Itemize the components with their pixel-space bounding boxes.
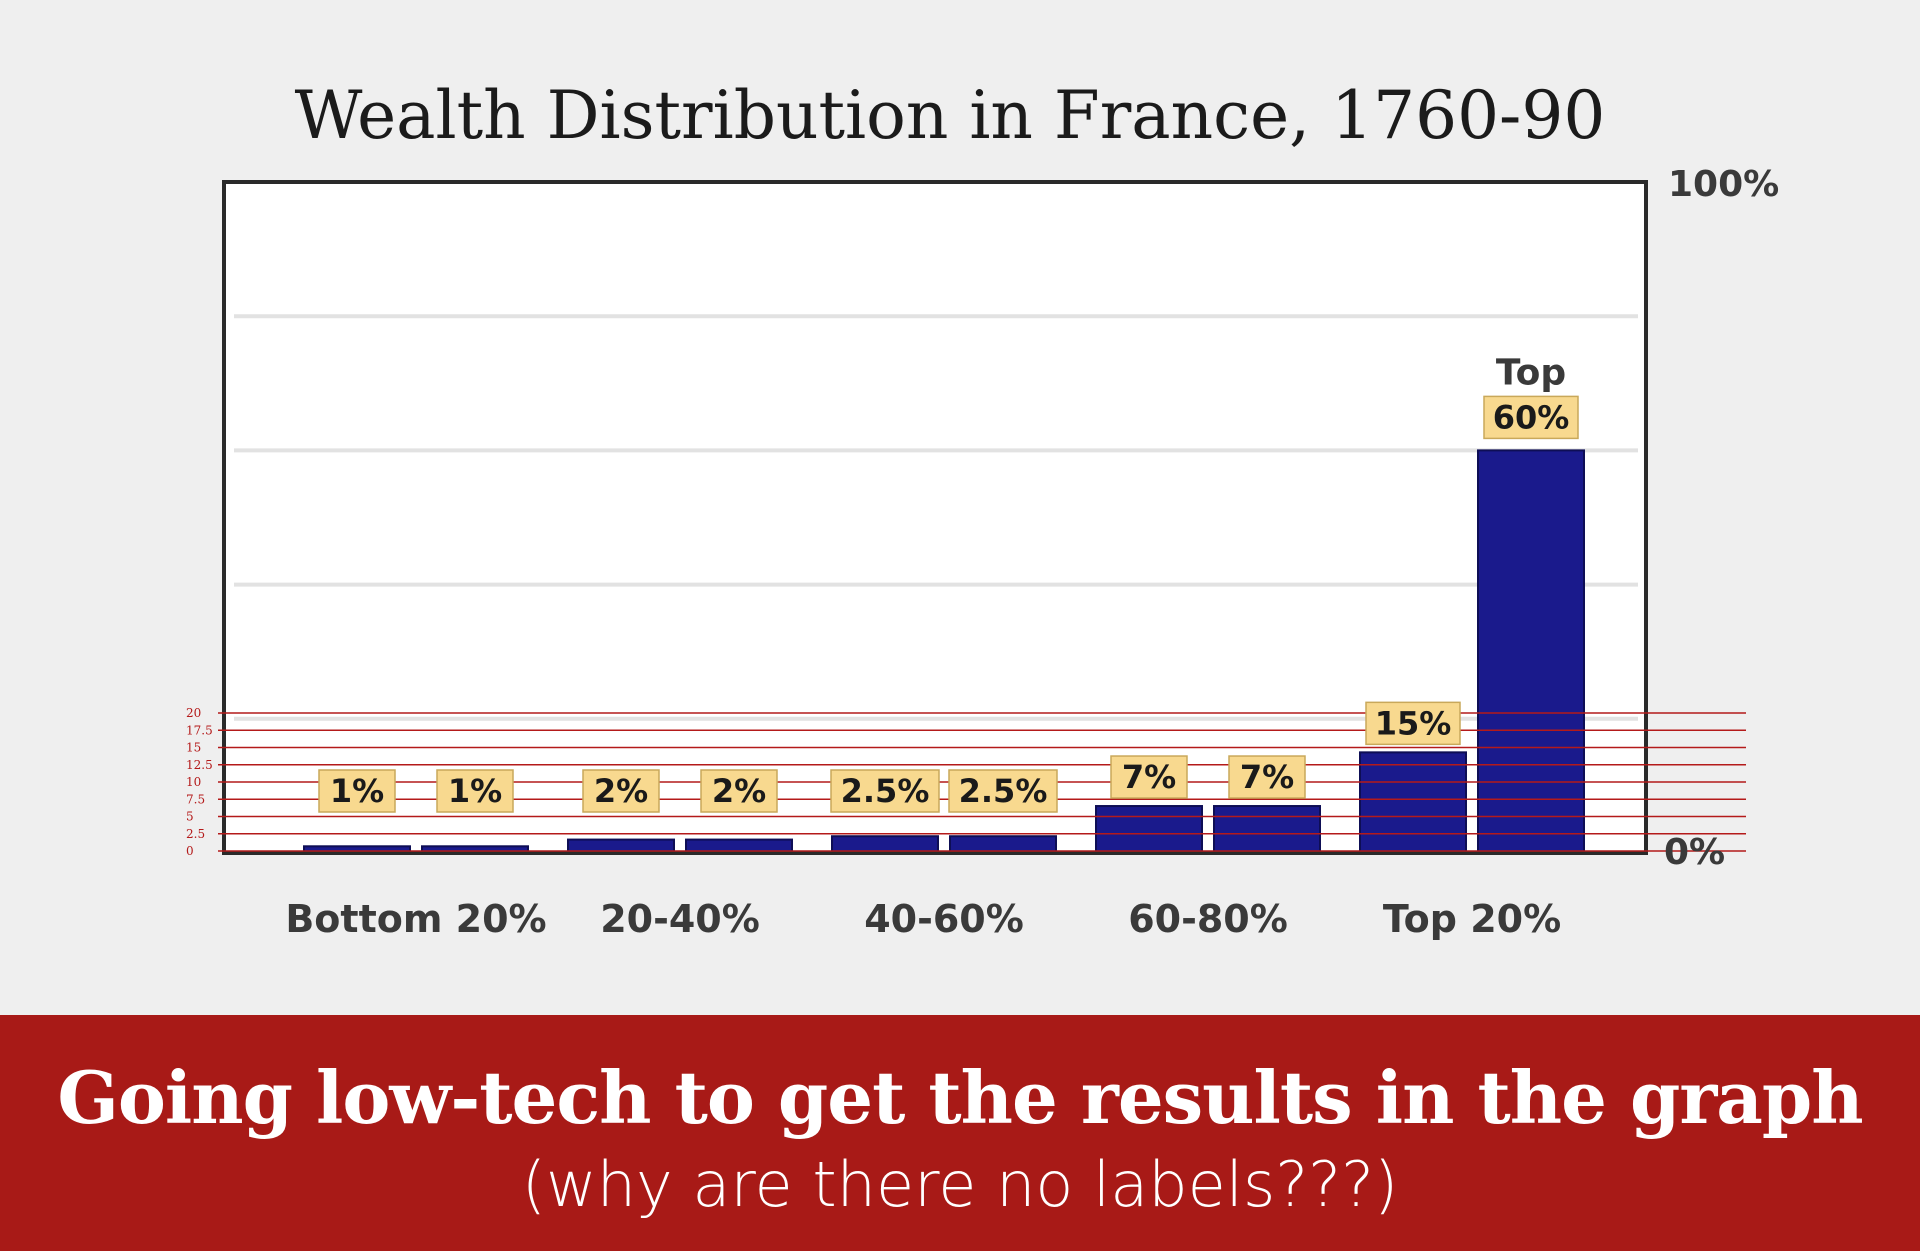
- value-note: Top: [1496, 352, 1566, 393]
- value-label: 7%: [1240, 758, 1294, 796]
- bar-chart: Wealth Distribution in France, 1760-90 2…: [186, 77, 1779, 941]
- category-labels: Bottom 20% 20-40% 40-60% 60-80% Top 20%: [285, 897, 1561, 941]
- category-label: 60-80%: [1128, 897, 1288, 941]
- reference-tick-label: 17.5: [186, 723, 213, 737]
- value-tag: 2.5%: [830, 769, 940, 813]
- reference-tick-label: 20: [186, 706, 201, 720]
- value-tag: 1%: [318, 769, 396, 813]
- category-label: 20-40%: [600, 897, 760, 941]
- bar-8: [1213, 805, 1321, 855]
- value-labels: 1% 1% 2% 2% 2.5% 2.5% 7% 7% 15% 60% Top: [318, 352, 1579, 813]
- axis-min-label: 0%: [1664, 832, 1725, 873]
- category-label: 40-60%: [864, 897, 1024, 941]
- value-label: 60%: [1493, 398, 1570, 436]
- value-tag-bg: [700, 769, 778, 813]
- chart-title: Wealth Distribution in France, 1760-90: [295, 77, 1606, 154]
- value-tag-bg: [1365, 701, 1461, 746]
- value-label: 2%: [594, 772, 648, 810]
- reference-tick-label: 10: [186, 775, 201, 789]
- bar-7: [1095, 805, 1203, 855]
- value-label: 2.5%: [959, 772, 1048, 810]
- caption-banner: Going low-tech to get the results in the…: [0, 1015, 1920, 1251]
- value-tag-bg: [830, 769, 940, 813]
- plot-frame: [222, 180, 1648, 855]
- value-tag: 15%: [1365, 701, 1461, 746]
- reference-tick-label: 0: [186, 844, 194, 858]
- value-tag: 1%: [436, 769, 514, 813]
- value-tag: 2%: [582, 769, 660, 813]
- reference-tick-label: 2.5: [186, 827, 205, 841]
- value-label: 1%: [330, 772, 384, 810]
- bar-9: [1359, 751, 1467, 854]
- chart-area: Wealth Distribution in France, 1760-90 2…: [186, 77, 1780, 941]
- value-label: 15%: [1375, 704, 1452, 742]
- bar-10: [1477, 449, 1585, 854]
- value-label: 1%: [448, 772, 502, 810]
- value-label: 2%: [712, 772, 766, 810]
- reference-tick-label: 7.5: [186, 792, 205, 806]
- category-label: Top 20%: [1383, 897, 1561, 941]
- category-label: Bottom 20%: [285, 897, 546, 941]
- value-tag: 7%: [1110, 755, 1188, 799]
- value-tag: 7%: [1228, 755, 1306, 799]
- value-tag-bg: [318, 769, 396, 813]
- value-tag-bg: [948, 769, 1058, 813]
- bars: [303, 449, 1585, 855]
- value-tag: 60% Top: [1483, 352, 1579, 440]
- axis-max-label: 100%: [1668, 164, 1779, 205]
- value-label: 7%: [1122, 758, 1176, 796]
- reference-tick-label: 12.5: [186, 758, 213, 772]
- value-tag: 2.5%: [948, 769, 1058, 813]
- value-label: 2.5%: [841, 772, 930, 810]
- value-tag: 2%: [700, 769, 778, 813]
- banner-headline: Going low-tech to get the results in the…: [57, 1055, 1863, 1140]
- value-tag-bg: [1483, 395, 1579, 440]
- value-tag-bg: [1110, 755, 1188, 799]
- value-tag-bg: [1228, 755, 1306, 799]
- reference-tick-label: 15: [186, 741, 201, 755]
- value-tag-bg: [582, 769, 660, 813]
- reference-tick-label: 5: [186, 810, 194, 824]
- value-tag-bg: [436, 769, 514, 813]
- banner-subline: (why are there no labels???): [521, 1148, 1399, 1221]
